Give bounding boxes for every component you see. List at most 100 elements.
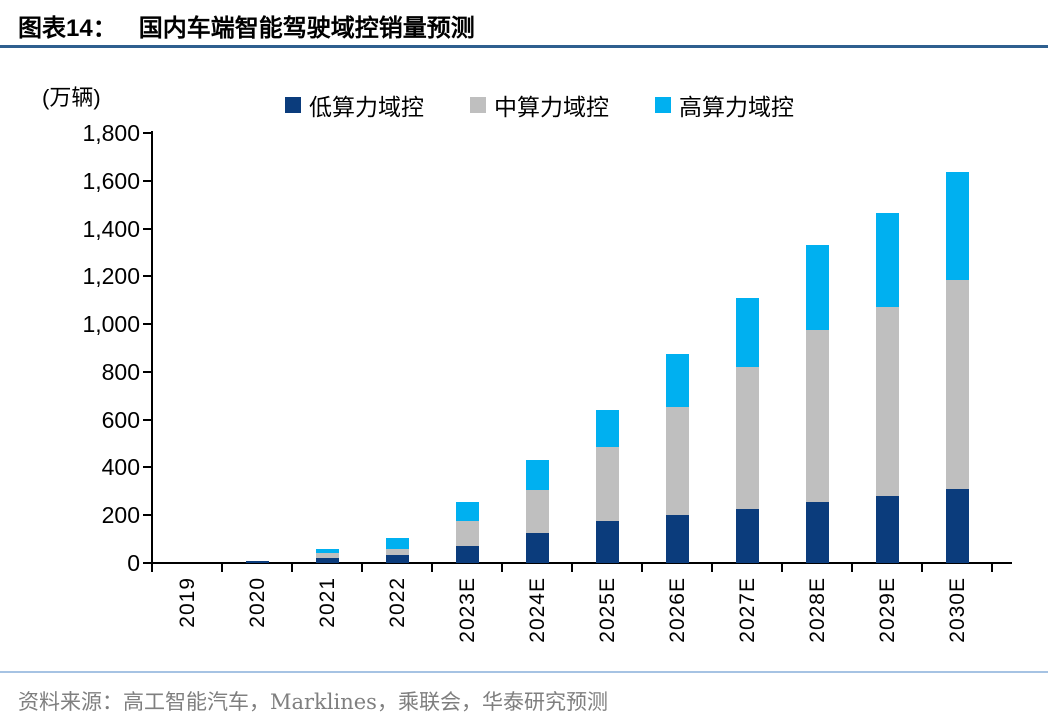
y-axis-line (151, 131, 153, 565)
x-axis-line (150, 562, 1012, 564)
x-axis-tick-label: 2025E (595, 577, 619, 643)
x-axis-tick (151, 563, 153, 572)
bar-2030E (945, 172, 969, 563)
x-axis-tick-label: 2030E (945, 577, 969, 643)
legend-item-mid: 中算力域控 (470, 88, 609, 122)
bar-2025E (595, 410, 619, 563)
bar-segment-mid-2025E (595, 447, 619, 522)
x-axis-tick (921, 563, 923, 572)
x-axis-tick-label: 2022 (385, 577, 409, 628)
y-axis-unit-label: (万辆) (42, 85, 101, 110)
bar-segment-high-2021 (315, 549, 339, 554)
legend-label-high: 高算力域控 (679, 94, 794, 120)
bar-segment-low-2026E (665, 515, 689, 563)
bar-segment-mid-2022 (385, 549, 409, 556)
bar-segment-low-2030E (945, 488, 969, 563)
bar-segment-high-2024E (525, 460, 549, 491)
figure-number: 图表14： (18, 15, 117, 42)
bar-2021 (315, 549, 339, 563)
y-axis-tick (143, 514, 152, 517)
title-divider (0, 45, 1048, 48)
bar-segment-mid-2029E (875, 307, 899, 497)
bar-segment-low-2027E (735, 509, 759, 563)
legend-item-high: 高算力域控 (655, 88, 794, 122)
bar-segment-mid-2030E (945, 279, 969, 489)
x-axis-tick-label: 2024E (525, 577, 549, 643)
y-axis-tick (143, 275, 152, 278)
bar-2023E (455, 502, 479, 563)
y-axis-tick (143, 418, 152, 421)
bar-segment-mid-2027E (735, 367, 759, 510)
bar-segment-high-2026E (665, 354, 689, 407)
chart-legend: 低算力域控 中算力域控 高算力域控 (285, 88, 794, 122)
x-axis-tick (991, 563, 993, 572)
y-axis-tick (143, 132, 152, 134)
bar-segment-low-2020 (245, 561, 269, 563)
y-axis-tick (143, 370, 152, 373)
x-axis-tick-label: 2023E (455, 577, 479, 643)
legend-swatch-low-icon (285, 97, 301, 113)
legend-label-low: 低算力域控 (309, 94, 424, 120)
y-axis-tick-label: 1,000 (82, 311, 140, 338)
bar-segment-low-2029E (875, 496, 899, 563)
figure-title: 图表14： 国内车端智能驾驶域控销量预测 (18, 8, 475, 43)
figure-title-text: 国内车端智能驾驶域控销量预测 (138, 15, 475, 42)
bar-segment-high-2030E (945, 172, 969, 280)
y-axis-tick-label: 600 (101, 406, 140, 433)
x-axis-tick-label: 2026E (665, 577, 689, 643)
bar-segment-high-2029E (875, 213, 899, 308)
y-axis-tick (143, 179, 152, 182)
footer-divider (0, 671, 1048, 673)
y-axis-tick (143, 227, 152, 230)
y-axis-tick-label: 1,400 (82, 215, 140, 242)
x-axis-tick (501, 563, 503, 572)
bar-segment-low-2025E (595, 521, 619, 563)
y-axis-tick-label: 800 (101, 358, 140, 385)
legend-swatch-high-icon (655, 97, 671, 113)
bar-segment-low-2021 (315, 557, 339, 563)
x-axis-tick (361, 563, 363, 572)
legend-item-low: 低算力域控 (285, 88, 424, 122)
x-axis-tick (641, 563, 643, 572)
legend-label-mid: 中算力域控 (494, 94, 609, 120)
bar-2022 (385, 537, 409, 563)
bar-segment-mid-2021 (315, 553, 339, 558)
bar-2020 (245, 561, 269, 563)
x-axis-tick (431, 563, 433, 572)
bar-segment-high-2027E (735, 297, 759, 368)
y-axis-tick-label: 1,600 (82, 167, 140, 194)
x-axis-tick (851, 563, 853, 572)
bar-segment-high-2023E (455, 502, 479, 522)
x-axis-tick-label: 2028E (805, 577, 829, 643)
x-axis-tick-label: 2020 (245, 577, 269, 628)
bar-segment-mid-2024E (525, 490, 549, 534)
bar-2026E (665, 354, 689, 563)
bar-segment-low-2024E (525, 533, 549, 563)
y-axis-tick-label: 1,800 (82, 120, 140, 146)
bar-segment-low-2022 (385, 555, 409, 563)
y-axis-tick-label: 1,200 (82, 263, 140, 290)
legend-swatch-mid-icon (470, 97, 486, 113)
y-axis-tick-label: 0 (127, 550, 140, 576)
y-axis-tick (143, 562, 152, 564)
bar-segment-high-2028E (805, 245, 829, 331)
bar-segment-mid-2023E (455, 521, 479, 547)
x-axis-tick (221, 563, 223, 572)
x-axis-tick (711, 563, 713, 572)
x-axis-tick-label: 2029E (875, 577, 899, 643)
source-note: 资料来源：高工智能汽车，Marklines，乘联会，华泰研究预测 (18, 690, 608, 714)
x-axis-tick (291, 563, 293, 572)
x-axis-tick-label: 2019 (175, 577, 199, 628)
bar-segment-low-2023E (455, 546, 479, 563)
bar-segment-high-2022 (385, 537, 409, 550)
bar-segment-low-2028E (805, 502, 829, 563)
x-axis-tick (571, 563, 573, 572)
bar-2027E (735, 297, 759, 563)
x-axis-tick (781, 563, 783, 572)
x-axis-tick-label: 2021 (315, 577, 339, 628)
bar-2029E (875, 213, 899, 563)
bar-2024E (525, 460, 549, 563)
y-axis-tick (143, 466, 152, 469)
